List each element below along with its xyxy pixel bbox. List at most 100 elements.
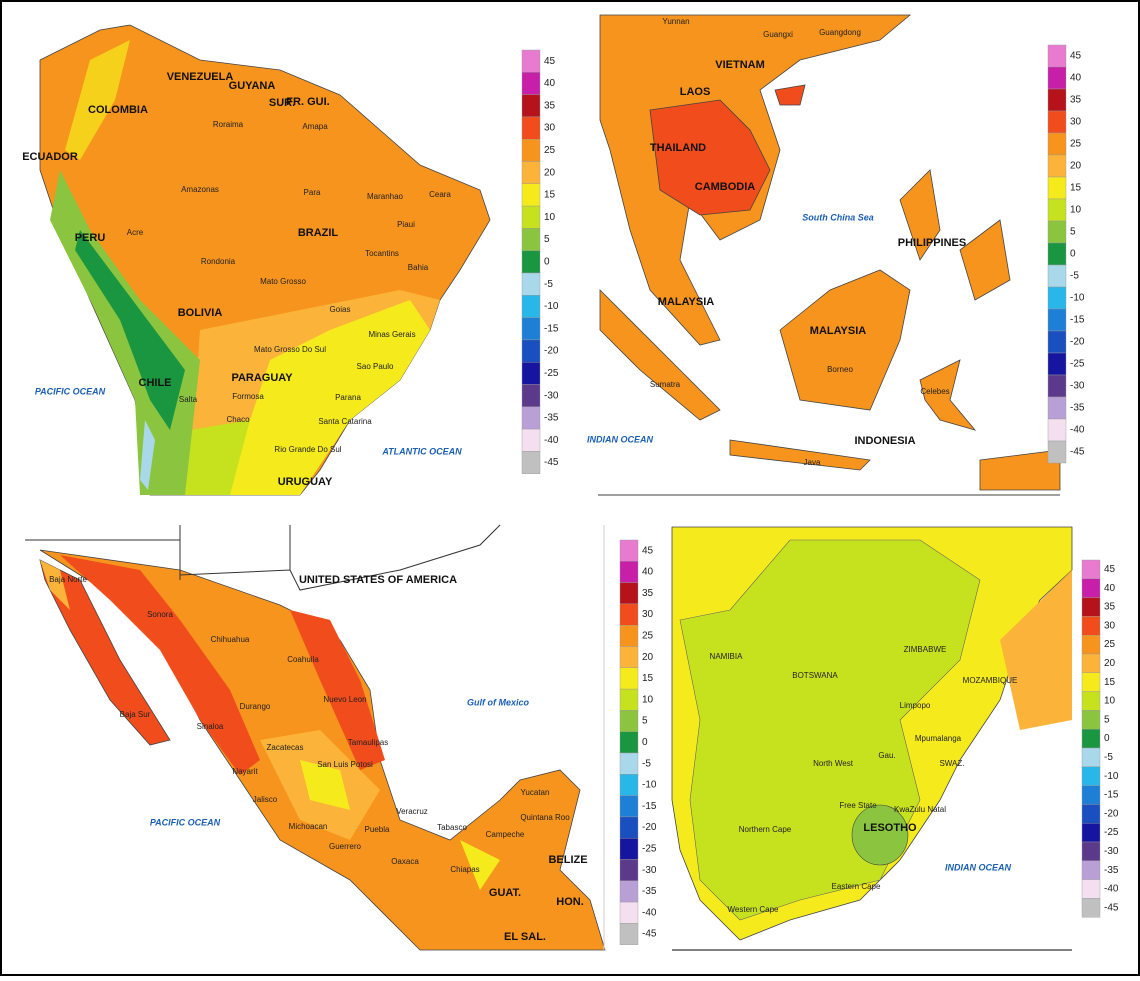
legend-label: -35 [642,886,657,897]
legend-label: -5 [544,279,553,290]
place-label: PHILIPPINES [898,237,966,249]
legend-swatch [619,816,639,839]
place-label: Guangdong [819,28,861,37]
place-label: Amazonas [181,185,219,194]
place-label: Sonora [147,610,173,619]
legend-label: 20 [1070,161,1082,172]
place-label: ZIMBABWE [904,645,947,654]
place-label: North West [813,759,854,768]
place-label: NAMIBIA [710,652,744,661]
legend-label: 45 [1104,564,1116,575]
legend-label: -30 [642,865,657,876]
legend-swatch [1047,132,1067,156]
place-label: URUGUAY [278,476,333,488]
legend-swatch [1081,672,1101,692]
place-label: Tamaulipas [348,738,388,747]
place-label: Guerrero [329,842,362,851]
place-label: VIETNAM [715,59,765,71]
legend-swatch [521,94,541,118]
legend-swatch [521,161,541,184]
legend-swatch [521,339,541,363]
place-label: Amapa [302,122,328,131]
legend-swatch [521,295,541,318]
legend-swatch [1081,785,1101,805]
legend-swatch [1081,898,1101,918]
legend-label: -20 [642,822,657,833]
legend-swatch [521,428,541,452]
legend-swatch [1047,308,1067,332]
legend-swatch [1081,578,1101,598]
legend-label: -40 [642,907,657,918]
legend-label: -40 [1070,425,1085,436]
legend-swatch [619,646,639,668]
place-label: ATLANTIC OCEAN [381,446,462,456]
legend-label: -10 [642,780,657,791]
legend-swatch [1081,879,1101,899]
place-label: Coahuila [287,655,319,664]
legend-swatch [521,317,541,341]
legend-swatch [1081,635,1101,655]
place-label: Northern Cape [739,825,792,834]
place-label: Celebes [920,387,949,396]
legend-swatch [521,272,541,296]
legend-swatch [1047,264,1067,288]
place-label: South China Sea [802,212,874,222]
place-label: Free State [839,801,877,810]
place-label: GUYANA [229,80,276,92]
place-label: Rondonia [201,257,236,266]
place-label: Mato Grosso [260,277,306,286]
legend-label: 10 [544,212,556,223]
legend-swatch [619,752,639,775]
legend-label: 45 [642,545,654,556]
place-label: LAOS [680,86,711,98]
place-label: Guangxi [763,30,793,39]
place-label: Oaxaca [391,857,419,866]
place-label: Acre [127,228,144,237]
legend-swatch [1047,88,1067,112]
legend-swatch [1081,710,1101,730]
place-label: Parana [335,393,361,402]
legend-swatch [619,625,639,647]
place-label: Rio Grande Do Sul [274,445,341,454]
place-label: BOTSWANA [792,671,838,680]
place-label: Roraima [213,120,244,129]
place-label: Mpumalanga [915,734,962,743]
place-label: Java [804,458,821,467]
legend-swatch [1047,220,1067,244]
legend-label: -35 [1070,403,1085,414]
legend-swatch [521,250,541,274]
legend-label: -15 [1104,790,1119,801]
southeast-asia-map [598,14,1061,496]
place-label: Eastern Cape [832,882,881,891]
legend-label: 15 [642,673,654,684]
legend-swatch [1047,110,1067,134]
legend-label: -45 [544,457,559,468]
legend-swatch [1047,154,1067,178]
legend-label: -10 [544,301,559,312]
legend-label: 40 [544,78,556,89]
legend-label: -25 [544,368,559,379]
legend-label: 25 [642,630,654,641]
legend-swatch [1047,440,1067,464]
place-label: BELIZE [548,854,587,866]
legend-label: -45 [1070,447,1085,458]
place-label: KwaZulu Natal [894,805,946,814]
place-label: Puebla [365,825,390,834]
legend-swatch [1081,729,1101,749]
place-label: Piaui [397,220,415,229]
place-label: CAMBODIA [695,181,756,193]
legend-label: 40 [1104,583,1116,594]
legend-label: 0 [544,256,550,267]
legend-swatch [1047,396,1067,420]
legend-swatch [1081,747,1101,767]
place-label: Baja Norte [49,575,87,584]
mexico-map [25,524,606,951]
place-label: Chihuahua [211,635,250,644]
place-label: Goias [330,305,351,314]
legend-label: -5 [1070,271,1079,282]
legend-swatch [1081,559,1101,579]
legend-swatch [1047,352,1067,376]
place-label: Durango [240,702,271,711]
legend-swatch [619,688,639,711]
